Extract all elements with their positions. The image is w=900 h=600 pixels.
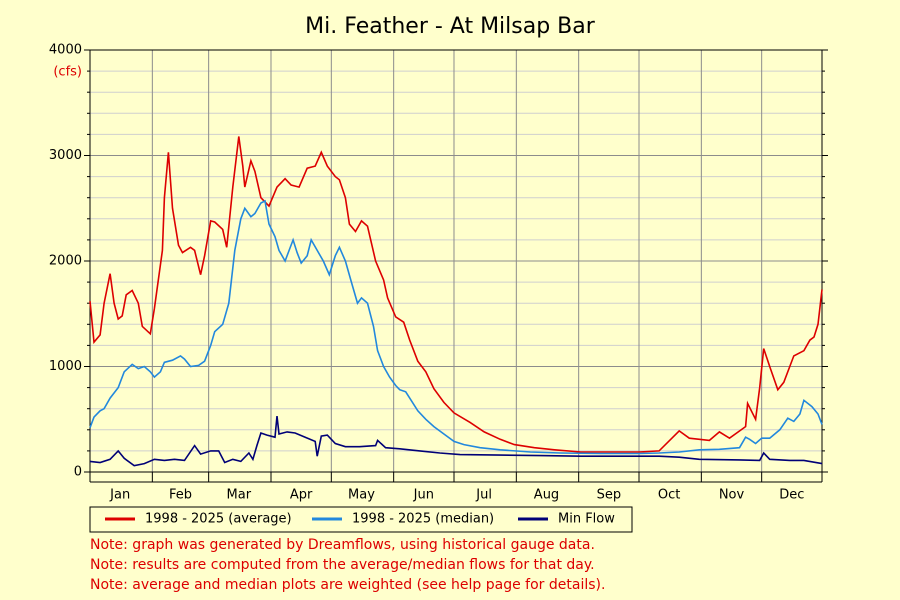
x-tick-label: Dec bbox=[779, 488, 804, 503]
y-tick-label: 4000 bbox=[49, 43, 82, 58]
chart-title: Mi. Feather - At Milsap Bar bbox=[305, 14, 596, 39]
series-line bbox=[89, 416, 823, 467]
x-tick-label: Feb bbox=[169, 488, 192, 503]
x-tick-label: Nov bbox=[719, 488, 745, 503]
x-tick-label: Jan bbox=[109, 488, 130, 503]
x-tick-label: Aug bbox=[534, 488, 559, 503]
legend: 1998 - 2025 (average) 1998 - 2025 (median… bbox=[89, 506, 633, 533]
x-tick-label: Oct bbox=[658, 488, 680, 503]
y-tick-label: 3000 bbox=[49, 148, 82, 163]
y-unit: (cfs) bbox=[53, 65, 82, 80]
x-tick-label: Sep bbox=[597, 488, 622, 503]
x-tick-label: Jun bbox=[413, 488, 434, 503]
y-tick-label: 2000 bbox=[49, 254, 82, 269]
x-tick-label: Mar bbox=[227, 488, 252, 503]
y-tick-label: 0 bbox=[74, 465, 82, 480]
x-tick-label: Apr bbox=[290, 488, 313, 503]
legend-label: 1998 - 2025 (median) bbox=[352, 512, 494, 527]
series-line bbox=[89, 199, 823, 455]
legend-label: Min Flow bbox=[558, 512, 615, 527]
y-tick-label: 1000 bbox=[49, 359, 82, 374]
series-line bbox=[89, 136, 823, 453]
note: Note: results are computed from the aver… bbox=[90, 557, 595, 573]
plot-frame bbox=[89, 49, 823, 473]
note: Note: graph was generated by Dreamflows,… bbox=[90, 537, 595, 553]
note: Note: average and median plots are weigh… bbox=[90, 577, 605, 593]
x-tick-label: May bbox=[348, 488, 375, 503]
legend-label: 1998 - 2025 (average) bbox=[145, 512, 292, 527]
x-tick-label: Jul bbox=[475, 488, 492, 503]
